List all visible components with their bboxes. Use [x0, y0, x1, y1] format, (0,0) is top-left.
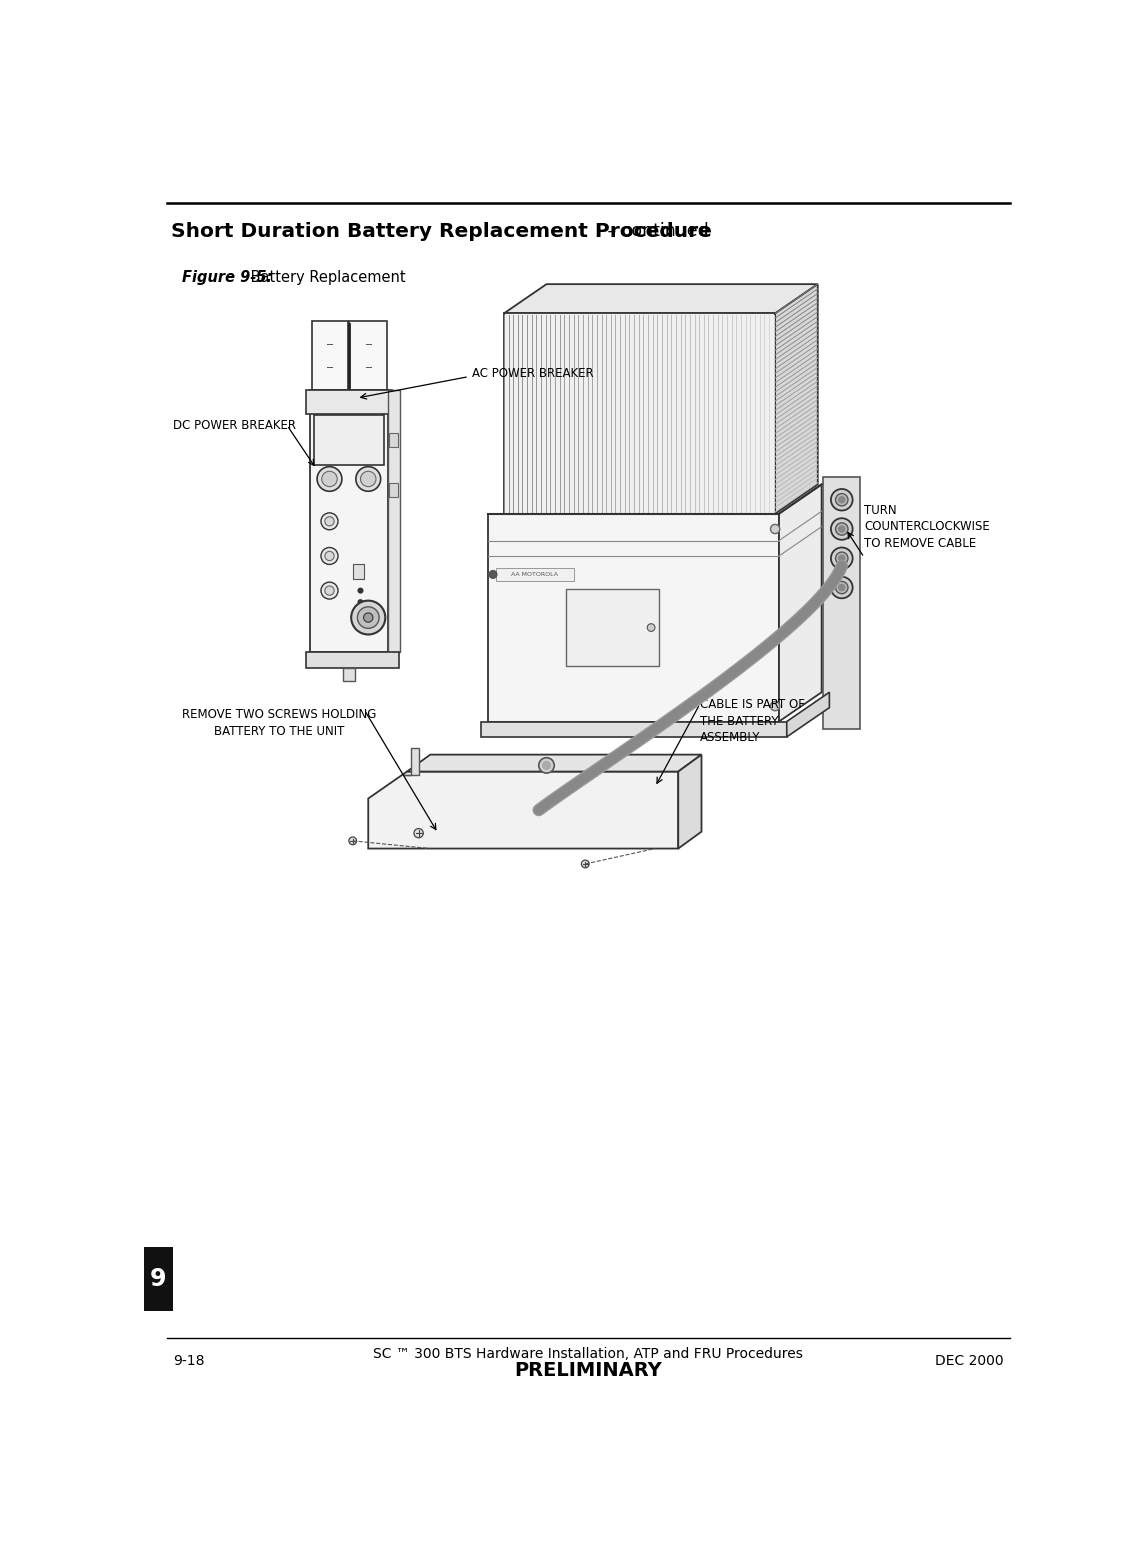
Circle shape	[831, 548, 853, 568]
Bar	[389, 433, 398, 447]
Circle shape	[321, 471, 338, 486]
Text: DEC 2000: DEC 2000	[936, 1354, 1003, 1368]
Polygon shape	[403, 749, 419, 775]
Circle shape	[321, 582, 338, 599]
Bar	[311, 321, 348, 390]
Text: Figure 9-5:: Figure 9-5:	[183, 270, 272, 284]
Circle shape	[831, 576, 853, 598]
Circle shape	[839, 554, 845, 561]
Text: Short Duration Battery Replacement Procedure: Short Duration Battery Replacement Proce…	[171, 222, 712, 241]
Polygon shape	[504, 284, 817, 314]
Circle shape	[839, 526, 845, 533]
Circle shape	[364, 613, 373, 623]
Circle shape	[770, 525, 779, 534]
Bar	[823, 477, 860, 730]
Text: – continued: – continued	[603, 222, 709, 241]
Circle shape	[358, 589, 363, 593]
Circle shape	[360, 471, 377, 486]
Circle shape	[489, 570, 497, 578]
Circle shape	[317, 466, 342, 491]
Circle shape	[839, 584, 845, 590]
Bar	[566, 589, 659, 666]
Circle shape	[836, 553, 848, 564]
Circle shape	[356, 466, 381, 491]
Circle shape	[538, 758, 554, 773]
Polygon shape	[786, 693, 829, 738]
Bar	[496, 567, 574, 581]
Bar	[488, 514, 779, 722]
Bar	[310, 390, 388, 652]
Bar	[352, 564, 364, 579]
Text: AA MOTOROLA: AA MOTOROLA	[511, 572, 558, 578]
Text: AC POWER BREAKER: AC POWER BREAKER	[472, 367, 594, 380]
Circle shape	[831, 489, 853, 511]
Bar	[144, 1247, 173, 1311]
Bar	[504, 314, 775, 514]
Polygon shape	[678, 755, 701, 848]
Text: 9-18: 9-18	[173, 1354, 204, 1368]
Circle shape	[357, 607, 379, 629]
Circle shape	[836, 494, 848, 506]
Circle shape	[543, 761, 550, 769]
Bar	[481, 722, 786, 738]
Circle shape	[349, 837, 357, 845]
Circle shape	[836, 523, 848, 536]
Text: 9: 9	[150, 1267, 166, 1291]
Circle shape	[325, 585, 334, 595]
FancyBboxPatch shape	[307, 390, 391, 413]
Circle shape	[325, 551, 334, 561]
Circle shape	[581, 860, 589, 868]
Bar	[388, 390, 400, 652]
Circle shape	[358, 612, 363, 617]
Text: DC POWER BREAKER: DC POWER BREAKER	[173, 419, 296, 432]
Circle shape	[414, 829, 424, 837]
Text: SC ™ 300 BTS Hardware Installation, ATP and FRU Procedures: SC ™ 300 BTS Hardware Installation, ATP …	[373, 1346, 804, 1360]
Circle shape	[358, 599, 363, 604]
Bar	[342, 668, 355, 682]
Polygon shape	[408, 755, 701, 772]
Circle shape	[647, 624, 656, 632]
Bar	[315, 415, 383, 464]
Circle shape	[770, 702, 779, 711]
Polygon shape	[775, 284, 817, 514]
FancyBboxPatch shape	[307, 652, 400, 668]
Circle shape	[836, 581, 848, 593]
Circle shape	[351, 601, 386, 635]
Text: Battery Replacement: Battery Replacement	[246, 270, 405, 284]
Circle shape	[325, 517, 334, 526]
Circle shape	[839, 497, 845, 503]
Polygon shape	[369, 772, 678, 848]
Text: CABLE IS PART OF
THE BATTERY
ASSEMBLY: CABLE IS PART OF THE BATTERY ASSEMBLY	[700, 699, 805, 744]
Text: TURN
COUNTERCLOCKWISE
TO REMOVE CABLE: TURN COUNTERCLOCKWISE TO REMOVE CABLE	[864, 503, 990, 550]
Bar	[389, 483, 398, 497]
Text: REMOVE TWO SCREWS HOLDING
BATTERY TO THE UNIT: REMOVE TWO SCREWS HOLDING BATTERY TO THE…	[181, 708, 377, 738]
Circle shape	[831, 519, 853, 540]
Circle shape	[321, 512, 338, 530]
Polygon shape	[779, 485, 822, 722]
Circle shape	[321, 548, 338, 564]
Bar	[349, 321, 387, 390]
Text: PRELIMINARY: PRELIMINARY	[514, 1360, 662, 1381]
